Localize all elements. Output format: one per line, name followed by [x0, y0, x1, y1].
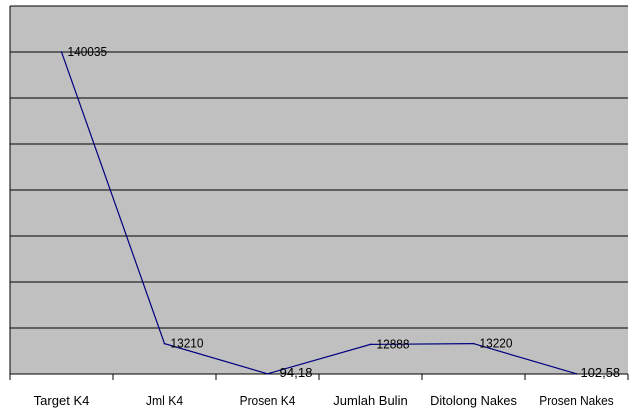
x-tick-label: Prosen K4 [240, 394, 296, 408]
series-layer [60, 51, 578, 375]
x-tick-label: Jml K4 [146, 394, 183, 408]
data-point [575, 372, 578, 375]
axes [9, 6, 629, 380]
data-point [266, 372, 269, 375]
gridlines [10, 5, 628, 329]
labels-layer: Target K4 Jml K4 Prosen K4 Jumlah Bulin Dito… [34, 45, 621, 408]
data-point [163, 342, 166, 345]
x-tick-label: Ditolong Nakes [430, 394, 517, 408]
data-label: 13210 [171, 337, 204, 351]
series-line [60, 51, 577, 375]
x-tick-label: Target K4 [34, 394, 90, 408]
x-tick-label: Jumlah Bulin [333, 394, 407, 408]
data-label: 13220 [480, 337, 513, 351]
x-tick-label: Prosen Nakes [539, 394, 613, 408]
data-label: 102,58 [581, 366, 621, 380]
data-label: 12888 [377, 337, 410, 351]
data-point [60, 51, 63, 53]
data-label: 140035 [68, 45, 108, 59]
data-label: 94,18 [280, 366, 313, 380]
data-point [369, 343, 372, 346]
data-point [472, 342, 475, 345]
